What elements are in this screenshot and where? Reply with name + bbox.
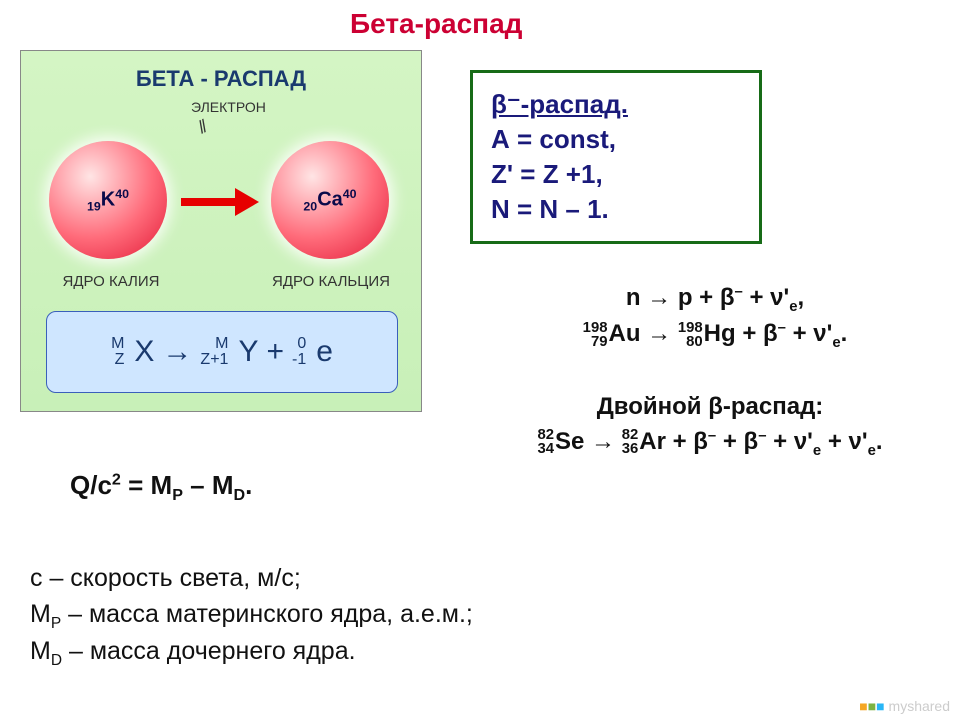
general-equation-panel: MZ X → MZ+1 Y + 0-1 e <box>46 311 398 393</box>
decay-diagram-panel: БЕТА - РАСПАД ЭЛЕКТРОН // 19K40 20Ca40 Я… <box>20 50 422 412</box>
gold-decay-eq: 19879Au → 19880Hg + β– + ν'e. <box>490 316 940 352</box>
electron-label: ЭЛЕКТРОН <box>191 99 266 115</box>
ca-symbol: Ca <box>317 188 343 210</box>
rule-line2: А = const, <box>491 122 741 157</box>
watermark: ■■■ myshared <box>859 698 950 714</box>
double-beta-block: Двойной β-распад: 8234Se → 8236Ar + β– +… <box>470 390 950 460</box>
definitions: с – скорость света, м/с; MP – масса мате… <box>30 560 473 669</box>
caption-calcium: ЯДРО КАЛЬЦИЯ <box>271 273 391 290</box>
def-md: MD – масса дочернего ядра. <box>30 633 473 669</box>
def-mp: MP – масса материнского ядра, а.е.м.; <box>30 596 473 632</box>
neutron-decay-eq: n → p + β– + ν'e, <box>490 280 940 316</box>
decay-arrow-icon <box>181 191 259 213</box>
q-value-equation: Q/c2 = MP – MD. <box>70 470 252 501</box>
ca-a: 40 <box>343 187 357 201</box>
k-z: 19 <box>87 199 101 213</box>
k-a: 40 <box>115 187 129 201</box>
caption-potassium: ЯДРО КАЛИЯ <box>61 273 161 290</box>
rules-box: β⁻-распад. А = const, Z' = Z +1, N = N –… <box>470 70 762 244</box>
electron-trace-icon: // <box>195 117 209 139</box>
double-beta-eq: 8234Se → 8236Ar + β– + β– + ν'e + ν'e. <box>470 425 950 460</box>
ca-z: 20 <box>303 199 317 213</box>
nucleus-potassium: 19K40 <box>49 141 167 259</box>
double-beta-title: Двойной β-распад: <box>470 390 950 425</box>
page-title: Бета-распад <box>350 8 522 40</box>
rule-line4: N = N – 1. <box>491 192 741 227</box>
diagram-heading: БЕТА - РАСПАД <box>21 66 421 92</box>
general-equation: MZ X → MZ+1 Y + 0-1 e <box>111 335 333 369</box>
reaction-equations: n → p + β– + ν'e, 19879Au → 19880Hg + β–… <box>490 280 940 352</box>
k-symbol: K <box>101 188 115 210</box>
rule-line3: Z' = Z +1, <box>491 157 741 192</box>
nucleus-calcium: 20Ca40 <box>271 141 389 259</box>
rule-line1: β⁻-распад. <box>491 87 741 122</box>
def-c: с – скорость света, м/с; <box>30 560 473 596</box>
